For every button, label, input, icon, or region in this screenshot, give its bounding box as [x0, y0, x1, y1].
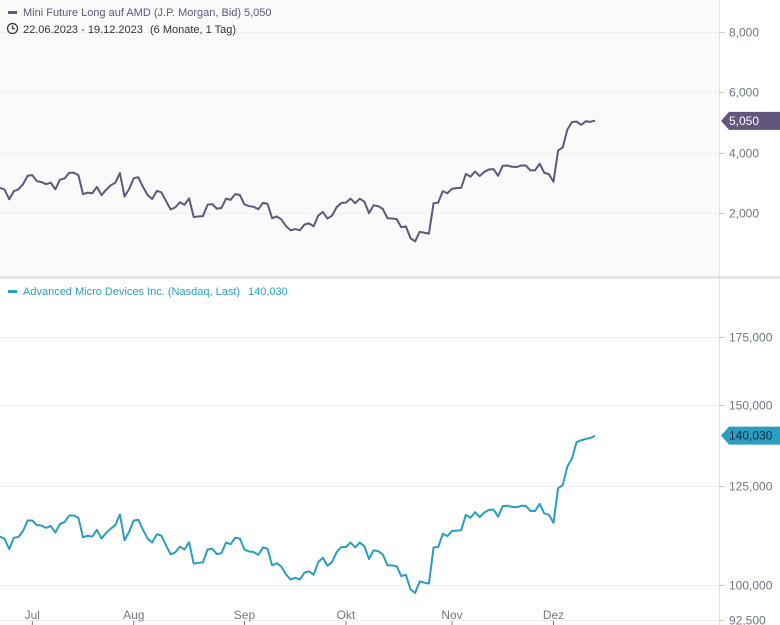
legend-marker-icon: [8, 11, 17, 14]
top-y-tick-label: 8,000: [729, 26, 759, 40]
x-tick-label: Nov: [441, 608, 462, 622]
top-last-price-label: 5,050: [729, 114, 759, 128]
bottom-legend[interactable]: Advanced Micro Devices Inc. (Nasdaq, Las…: [8, 286, 288, 298]
top-last-price-tag: 5,050: [721, 111, 780, 130]
x-tick-label: Dez: [543, 608, 564, 622]
bottom-series-line[interactable]: [0, 434, 596, 594]
bottom-last-price-label: 140,030: [729, 429, 773, 443]
bottom-gridlines: [0, 337, 719, 621]
top-gridlines: [0, 32, 719, 214]
bottom-legend-value: 140,030: [248, 286, 288, 298]
bottom-y-axis: 92,500 100,000 125,000 150,000 175,000: [719, 331, 773, 625]
top-legend-value: 5,050: [244, 7, 272, 19]
bottom-y-tick-label: 100,000: [729, 579, 773, 593]
top-y-tick-label: 6,000: [729, 86, 759, 100]
bottom-y-tick-label: 92,500: [729, 614, 766, 625]
top-series-line[interactable]: [0, 119, 596, 243]
x-tick-label: Aug: [123, 608, 144, 622]
x-tick-label: Jul: [25, 608, 40, 622]
bottom-y-tick-label: 175,000: [729, 331, 773, 345]
top-y-tick-label: 4,000: [729, 147, 759, 161]
period-label: (6 Monate, 1 Tag): [150, 24, 236, 36]
top-pane-background: [0, 0, 719, 277]
legend-marker-icon: [8, 290, 17, 293]
top-legend-name: Mini Future Long auf AMD (J.P. Morgan, B…: [23, 7, 241, 19]
x-axis: Jul Aug Sep Okt Nov Dez: [25, 608, 564, 625]
bottom-legend-name: Advanced Micro Devices Inc. (Nasdaq, Las…: [23, 286, 240, 298]
x-tick-label: Okt: [337, 608, 356, 622]
top-y-axis: 2,000 4,000 6,000 8,000: [719, 26, 759, 221]
date-range: 22.06.2023 - 19.12.2023: [23, 24, 143, 36]
bottom-y-tick-label: 125,000: [729, 480, 773, 494]
bottom-y-tick-label: 150,000: [729, 399, 773, 413]
top-legend[interactable]: Mini Future Long auf AMD (J.P. Morgan, B…: [6, 7, 272, 36]
x-tick-label: Sep: [234, 608, 256, 622]
clock-icon: [6, 22, 19, 35]
top-y-tick-label: 2,000: [729, 207, 759, 221]
pane-divider[interactable]: [0, 276, 780, 279]
bottom-last-price-tag: 140,030: [721, 426, 780, 445]
